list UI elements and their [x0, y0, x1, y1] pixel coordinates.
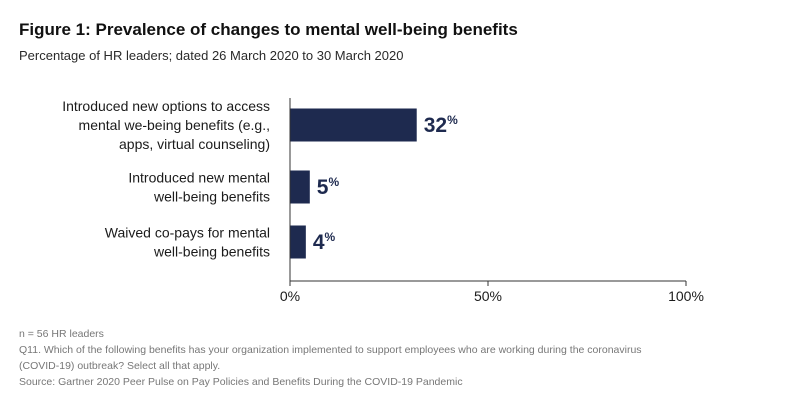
question-note-line-2: (COVID-19) outbreak? Select all that app…: [19, 360, 221, 372]
x-tick-label-2: 50%: [474, 288, 502, 304]
category-label-2: Introduced new mental well-being benefits: [128, 170, 270, 205]
bar-chart: Introduced new options to access mental w…: [62, 98, 704, 304]
chart-subtitle: Percentage of HR leaders; dated 26 March…: [19, 48, 404, 63]
bar-3: [290, 225, 306, 259]
value-label-2: 5%: [317, 175, 340, 199]
question-note-line-1: Q11. Which of the following benefits has…: [19, 344, 642, 356]
footnotes: n = 56 HR leaders Q11. Which of the foll…: [19, 326, 789, 390]
x-tick-label-3: 100%: [668, 288, 704, 304]
sample-size-note: n = 56 HR leaders: [19, 328, 104, 340]
category-label-1: Introduced new options to access mental w…: [62, 98, 270, 152]
chart-title: Figure 1: Prevalence of changes to menta…: [19, 20, 518, 39]
category-label-3: Waived co-pays for mental well-being bene…: [105, 225, 270, 260]
bar-2: [290, 170, 310, 204]
value-label-1: 32%: [424, 113, 458, 137]
x-tick-label-1: 0%: [280, 288, 300, 304]
source-note: Source: Gartner 2020 Peer Pulse on Pay P…: [19, 376, 463, 388]
value-label-3: 4%: [313, 230, 336, 254]
bar-1: [290, 108, 417, 142]
